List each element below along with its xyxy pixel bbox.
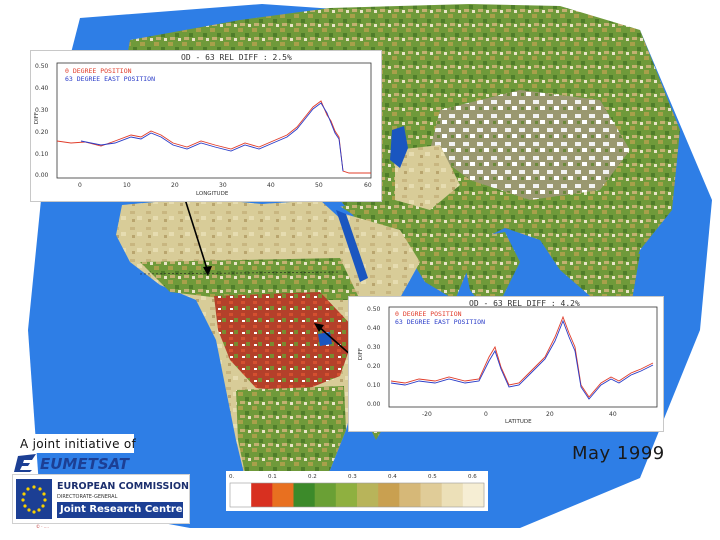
y-tick-label: 0.10: [35, 151, 49, 158]
central-africa-forest: [214, 292, 356, 392]
eumetsat-mark-icon: [14, 454, 36, 472]
y-tick-label: 0.40: [367, 325, 381, 332]
ec-jrc-logo: EUROPEAN COMMISSION DIRECTORATE-GENERAL …: [12, 474, 190, 524]
scale-swatch: [230, 483, 252, 507]
scale-swatch: [314, 483, 337, 507]
y-tick-label: 0.20: [367, 363, 381, 370]
legend-entry-0deg: 0 DEGREE POSITION: [395, 310, 462, 318]
y-tick-label: 0.50: [35, 63, 49, 70]
plot-title-top: OD - 63 REL DIFF : 2.5%: [181, 53, 292, 62]
color-scale-legend: 0. 0.1 0.2 0.3 0.4 0.5 0.6: [226, 471, 488, 511]
scale-swatch: [399, 483, 421, 507]
scale-swatch: [272, 483, 294, 507]
scale-swatch: [378, 483, 400, 507]
x-tick-label: 0: [78, 182, 82, 189]
x-tick-label: 20: [546, 411, 554, 418]
arrow-head-right: [314, 323, 324, 332]
scale-swatch: [420, 483, 443, 507]
y-tick-label: 0.50: [367, 306, 381, 313]
x-tick-label: 40: [267, 182, 275, 189]
y-tick-label: 0.10: [367, 382, 381, 389]
y-tick-label: 0.30: [367, 344, 381, 351]
eu-flag-icon: [16, 479, 52, 519]
longitude-profile-plot: OD - 63 REL DIFF : 2.5% 0 DEGREE POSITIO…: [30, 50, 382, 202]
plot-area-top: [56, 62, 372, 179]
x-tick-label: 20: [171, 182, 179, 189]
initiative-label-background: [16, 434, 134, 453]
x-tick-label: 50: [315, 182, 323, 189]
x-axis-label: LATITUDE: [505, 419, 532, 425]
x-tick-label: 0: [484, 411, 488, 418]
sahel-belt: [140, 258, 360, 300]
plot-title-right: OD - 63 REL DIFF : 4.2%: [469, 299, 580, 308]
japan: [650, 140, 668, 178]
x-tick-label: 10: [123, 182, 131, 189]
scale-swatch: [293, 483, 316, 507]
scale-swatch: [441, 483, 464, 507]
scale-swatch: [335, 483, 358, 507]
tibet-plateau: [430, 90, 630, 200]
longitude-transect: [139, 271, 341, 275]
y-tick-label: 0.00: [367, 401, 381, 408]
y-tick-label: 0.40: [35, 85, 49, 92]
initiative-label: A joint initiative of: [20, 437, 137, 451]
x-tick-label: 60: [364, 182, 372, 189]
scale-swatch: [357, 483, 379, 507]
scale-tick-label: 0.1: [268, 474, 277, 480]
jrc-name: Joint Research Centre: [57, 502, 183, 518]
x-tick-label: 40: [609, 411, 617, 418]
scale-frame: [229, 482, 485, 508]
x-tick-label: -20: [422, 411, 432, 418]
caspian-sea: [390, 126, 408, 168]
lake-victoria: [318, 332, 332, 346]
eumetsat-wordmark: EUMETSAT: [40, 455, 131, 473]
legend-entry-63deg: 63 DEGREE EAST POSITION: [65, 75, 156, 83]
scale-tick-label: 0.3: [348, 474, 357, 480]
india: [460, 232, 520, 318]
latitude-profile-plot: OD - 63 REL DIFF : 4.2% 0 DEGREE POSITIO…: [348, 296, 664, 432]
scale-tick-label: 0.5: [428, 474, 437, 480]
legend-entry-63deg: 63 DEGREE EAST POSITION: [395, 318, 486, 326]
scale-tick-label: 0.: [229, 474, 235, 480]
footnote: © · ....: [36, 524, 49, 529]
x-tick-label: 30: [219, 182, 227, 189]
y-tick-label: 0.30: [35, 107, 49, 114]
legend-entry-0deg: 0 DEGREE POSITION: [65, 67, 132, 75]
scale-tick-label: 0.2: [308, 474, 317, 480]
scale-tick-label: 0.6: [468, 474, 477, 480]
y-tick-label: 0.20: [35, 129, 49, 136]
ec-name: EUROPEAN COMMISSION: [57, 481, 189, 492]
arrow-head-top: [203, 266, 212, 276]
date-label: May 1999: [572, 443, 665, 464]
scale-swatch: [251, 483, 273, 507]
red-sea: [336, 210, 368, 282]
color-scale-bar: [229, 482, 485, 508]
plot-area-right: [388, 306, 658, 408]
y-tick-label: 0.00: [35, 172, 49, 179]
x-axis-label: LONGITUDE: [196, 191, 229, 197]
central-asia-desert: [395, 145, 460, 210]
eumetsat-logo: EUMETSAT: [14, 454, 131, 473]
scale-swatch: [462, 483, 485, 507]
arrow-line-right: [317, 325, 353, 357]
scale-tick-label: 0.4: [388, 474, 397, 480]
ec-directorate: DIRECTORATE-GENERAL: [57, 494, 118, 500]
arrow-line-top: [183, 195, 209, 273]
